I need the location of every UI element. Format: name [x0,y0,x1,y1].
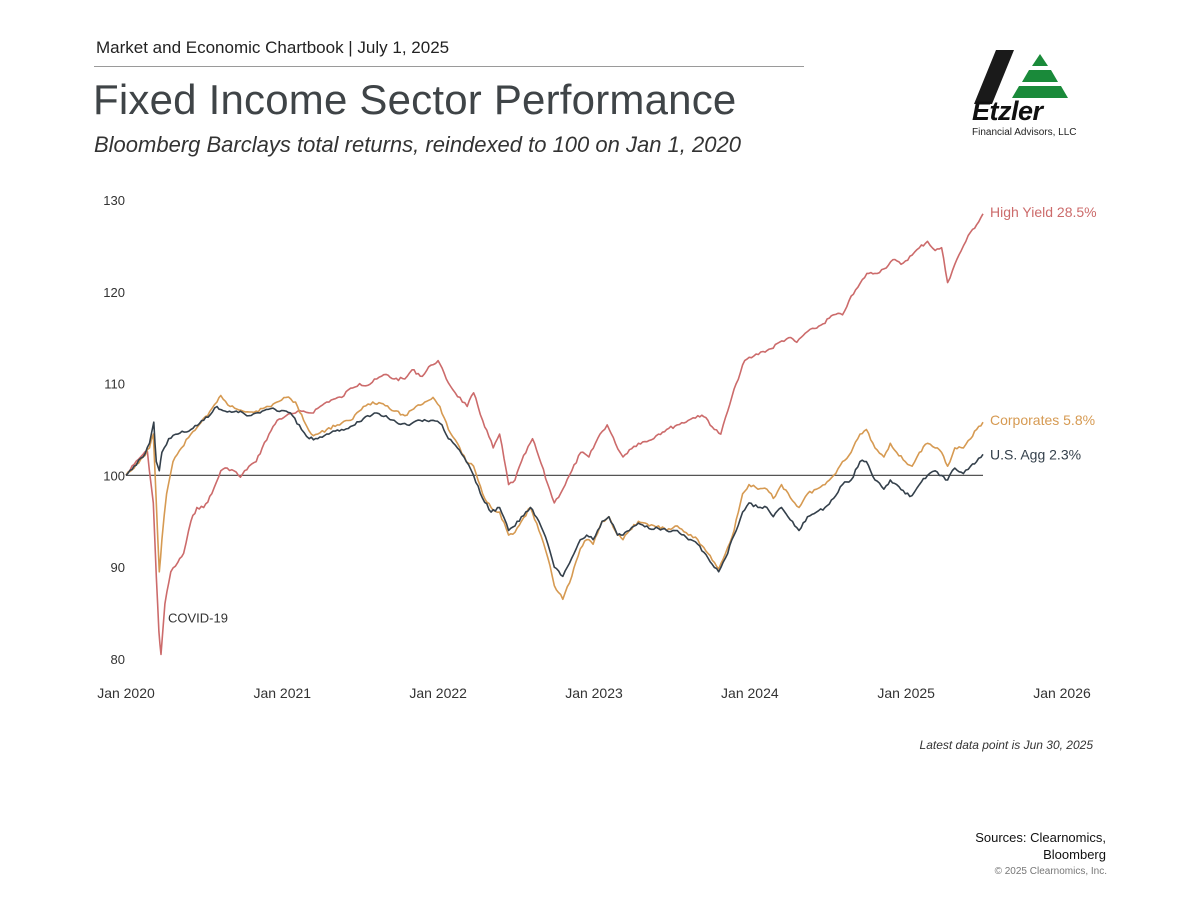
y-tick-label: 80 [111,652,125,667]
sources-line-2: Bloomberg [1043,847,1106,862]
logo-green-tier-3 [1012,86,1068,98]
logo-black-slash [974,50,1014,104]
covid-annotation: COVID-19 [168,611,228,626]
latest-data-note: Latest data point is Jun 30, 2025 [919,738,1093,752]
x-tick-label: Jan 2025 [877,685,935,701]
y-tick-label: 130 [103,193,125,208]
logo-green-tier-2 [1022,70,1058,82]
logo-green-tier-1 [1032,54,1048,66]
x-tick-label: Jan 2023 [565,685,623,701]
logo-tagline: Financial Advisors, LLC [972,127,1077,138]
logo-name: Etzler [972,96,1043,126]
series-lines [125,213,984,656]
copyright: © 2025 Clearnomics, Inc. [994,866,1107,877]
sources-line-1: Sources: Clearnomics, [975,830,1106,845]
y-tick-label: 110 [104,377,125,392]
header-divider [94,66,804,67]
page-subtitle: Bloomberg Barclays total returns, reinde… [94,132,741,157]
series-labels: High Yield 28.5% Corporates 5.8% U.S. Agg … [990,204,1097,463]
y-axis: 80 90 100 110 120 130 [103,193,125,667]
x-tick-label: Jan 2022 [409,685,467,701]
series-line-corporates [125,394,984,601]
y-tick-label: 90 [111,560,125,575]
x-tick-label: Jan 2026 [1033,685,1091,701]
x-tick-label: Jan 2020 [97,685,155,701]
x-tick-label: Jan 2021 [253,685,311,701]
series-end-label: U.S. Agg 2.3% [990,446,1081,462]
annotations: COVID-19 [168,611,228,626]
y-tick-label: 100 [103,468,125,483]
y-tick-label: 120 [103,285,125,300]
sources-note: Sources: Clearnomics, Bloomberg [886,829,1106,863]
etzler-logo-icon [974,50,1068,104]
x-tick-label: Jan 2024 [721,685,779,701]
series-line-high-yield [125,213,984,656]
series-line-u-s-agg [125,405,984,578]
series-end-label: High Yield 28.5% [990,204,1097,220]
x-axis: Jan 2020 Jan 2021 Jan 2022 Jan 2023 Jan 2024… [97,685,1091,701]
page-title: Fixed Income Sector Performance [93,76,737,123]
chartbook-header: Market and Economic Chartbook | July 1, … [96,38,450,57]
series-end-label: Corporates 5.8% [990,412,1095,428]
